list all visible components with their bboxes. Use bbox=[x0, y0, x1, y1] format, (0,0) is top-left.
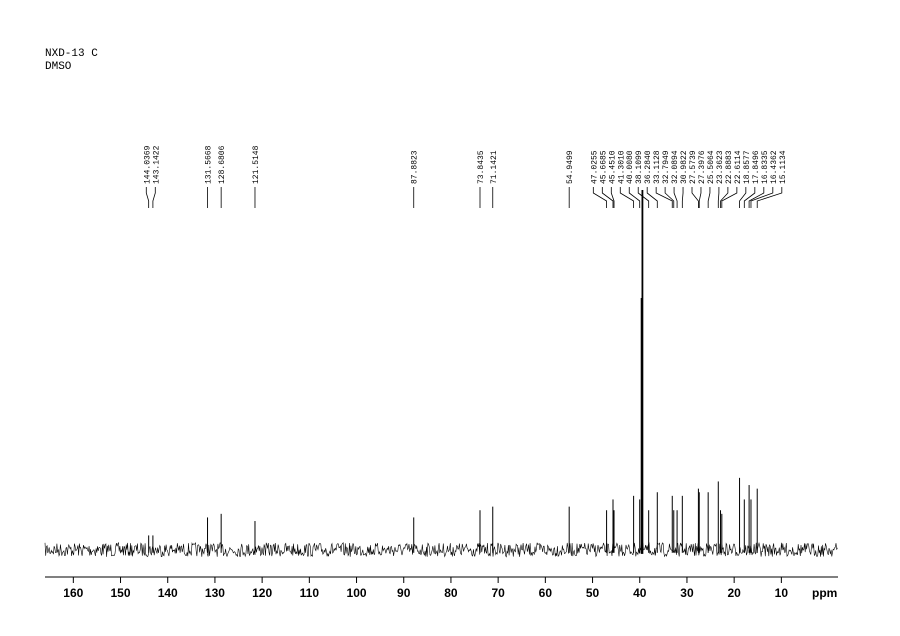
peak-label: 143.1422 bbox=[152, 145, 161, 184]
peak-label: 47.0255 bbox=[590, 150, 599, 184]
x-tick-label: 80 bbox=[444, 586, 458, 600]
x-tick-label: 90 bbox=[397, 586, 411, 600]
peak-leader bbox=[681, 187, 684, 208]
peak-label: 33.1128 bbox=[653, 150, 662, 184]
x-tick-label: 120 bbox=[252, 586, 272, 600]
peak-leader bbox=[610, 187, 615, 208]
peak-label: 22.8883 bbox=[725, 150, 734, 184]
peak-label: 27.3976 bbox=[698, 150, 707, 184]
peak-leader bbox=[717, 187, 720, 208]
peak-label: 73.8435 bbox=[477, 150, 486, 184]
peak-leader bbox=[655, 187, 673, 208]
peak-label: 87.8823 bbox=[411, 150, 420, 184]
peak-leader bbox=[720, 187, 729, 208]
x-tick-label: 160 bbox=[63, 586, 83, 600]
peak-label: 32.7949 bbox=[662, 150, 671, 184]
peak-leader bbox=[637, 187, 650, 208]
peak-label: 17.8496 bbox=[752, 150, 761, 184]
chart-title: NXD-13 C bbox=[45, 48, 98, 60]
x-tick-label: 10 bbox=[775, 586, 789, 600]
peak-label: 30.9822 bbox=[680, 150, 689, 184]
baseline-noise bbox=[44, 541, 838, 558]
peak-leader bbox=[673, 187, 678, 208]
peak-label: 36.2840 bbox=[644, 150, 653, 184]
peak-label: 22.6114 bbox=[734, 150, 743, 184]
x-tick-label: 110 bbox=[300, 586, 320, 600]
peak-leader bbox=[750, 187, 774, 208]
peak-leader bbox=[601, 187, 614, 208]
peak-leader bbox=[743, 187, 756, 208]
peak-leader bbox=[748, 187, 765, 208]
peak-leader bbox=[721, 187, 738, 208]
x-tick-label: 70 bbox=[491, 586, 505, 600]
peak-leader bbox=[592, 187, 607, 208]
x-tick-label: 130 bbox=[205, 586, 225, 600]
peak-label: 121.5148 bbox=[252, 145, 261, 184]
peak-label: 32.0894 bbox=[671, 150, 680, 184]
peak-label: 54.9499 bbox=[566, 150, 575, 184]
peak-label: 23.3623 bbox=[716, 150, 725, 184]
peak-leader bbox=[707, 187, 711, 208]
x-tick-label: 30 bbox=[680, 586, 694, 600]
peak-leader bbox=[152, 187, 156, 208]
peak-label: 38.1099 bbox=[635, 150, 644, 184]
peak-label: 16.8335 bbox=[761, 150, 770, 184]
peak-label: 15.1134 bbox=[779, 150, 788, 184]
peak-label: 16.4362 bbox=[770, 150, 779, 184]
x-tick-label: 20 bbox=[727, 586, 741, 600]
peak-leader bbox=[739, 187, 747, 208]
peak-label: 18.8577 bbox=[743, 150, 752, 184]
peak-leader bbox=[691, 187, 699, 208]
chart-subtitle: DMSO bbox=[45, 61, 72, 73]
peak-label: 128.6806 bbox=[218, 145, 227, 184]
peak-leader bbox=[619, 187, 635, 208]
peak-label: 71.1421 bbox=[490, 150, 499, 184]
peak-leader bbox=[628, 187, 641, 208]
x-tick-label: 60 bbox=[539, 586, 553, 600]
x-tick-label: 40 bbox=[633, 586, 647, 600]
peak-leader bbox=[646, 187, 658, 208]
peak-leader bbox=[756, 187, 783, 208]
peak-leader bbox=[698, 187, 702, 208]
x-tick-label: 100 bbox=[347, 586, 367, 600]
peak-label: 144.0369 bbox=[143, 145, 152, 184]
peak-label: 131.5668 bbox=[205, 145, 214, 184]
peak-label: 25.5064 bbox=[707, 150, 716, 184]
peak-leader bbox=[145, 187, 150, 208]
x-axis-label: ppm bbox=[812, 586, 837, 600]
x-tick-label: 50 bbox=[586, 586, 600, 600]
peak-label: 40.0080 bbox=[626, 150, 635, 184]
peak-leader bbox=[664, 187, 675, 208]
peak-label: 45.4510 bbox=[608, 150, 617, 184]
peak-label: 27.5739 bbox=[689, 150, 698, 184]
peak-label: 41.3010 bbox=[617, 150, 626, 184]
x-tick-label: 150 bbox=[111, 586, 131, 600]
peak-label: 45.6685 bbox=[599, 150, 608, 184]
x-tick-label: 140 bbox=[158, 586, 178, 600]
